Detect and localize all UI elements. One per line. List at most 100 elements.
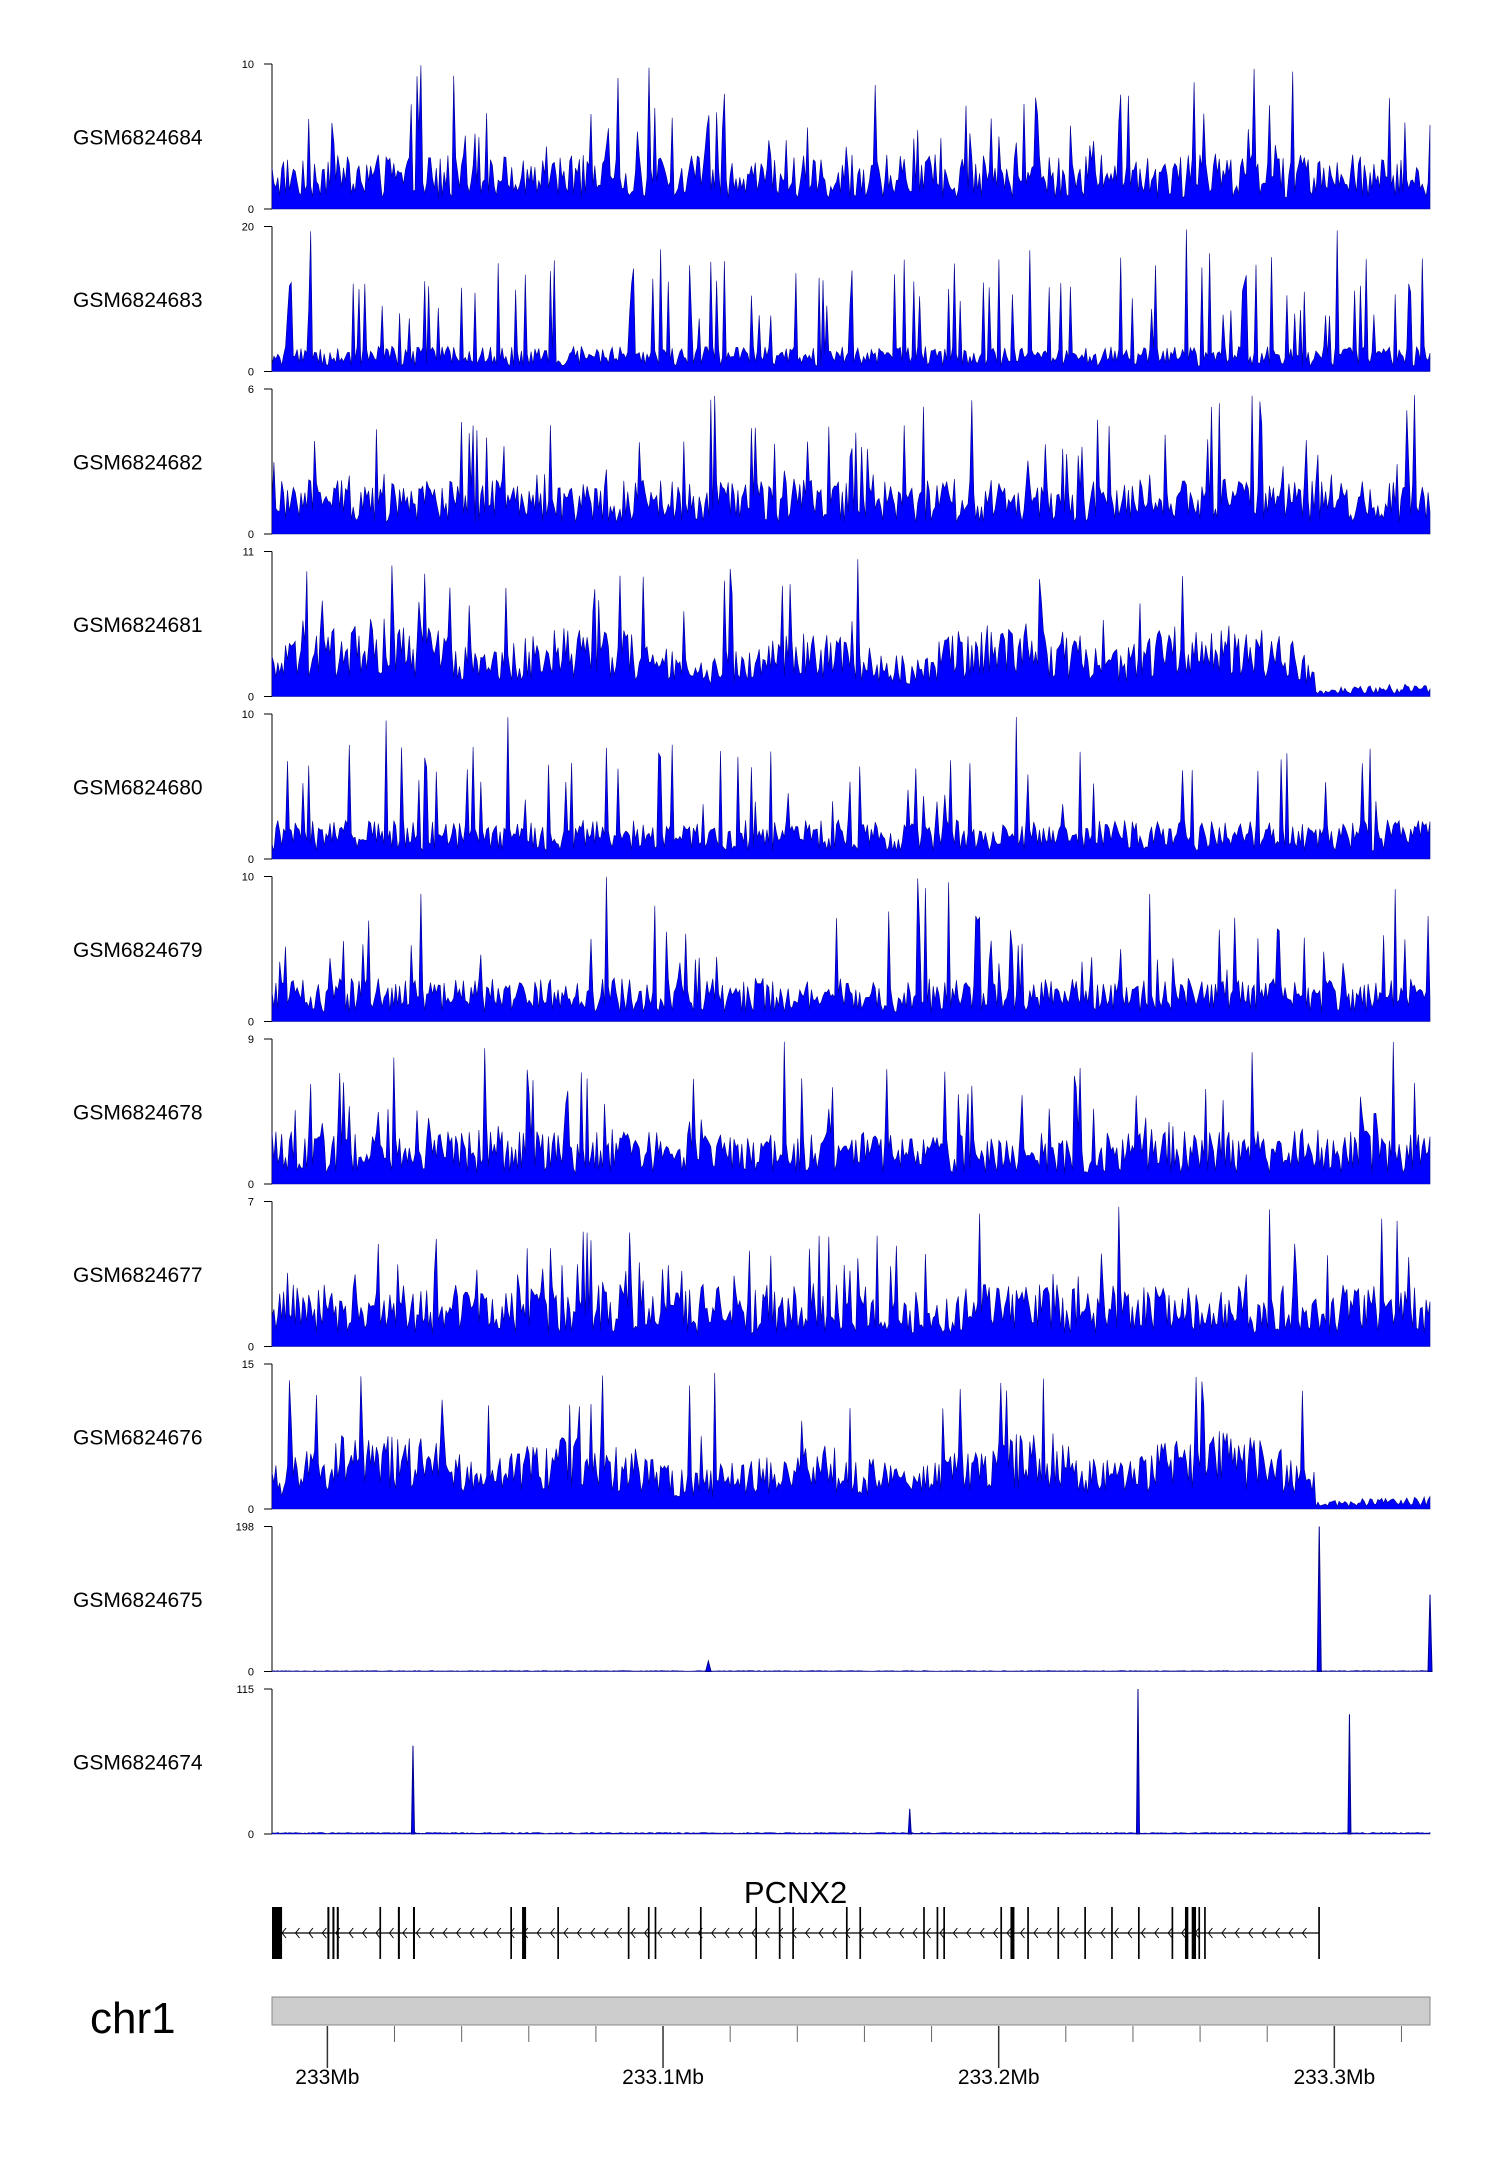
strand-arrow [442, 1927, 448, 1939]
y-max-label: 10 [242, 59, 254, 71]
strand-arrow [455, 1927, 461, 1939]
gene-exon [332, 1907, 335, 1959]
strand-arrow [751, 1927, 757, 1939]
track-GSM6824683: GSM6824683 20 0 [73, 222, 1431, 379]
genome-axis: 233Mb 233.1Mb 233.2Mb 233.3Mb [295, 2026, 1402, 2089]
strand-arrow [549, 1927, 555, 1939]
track-GSM6824679: GSM6824679 10 0 [73, 872, 1431, 1029]
strand-arrow [939, 1927, 945, 1939]
gene-exon [1084, 1907, 1086, 1959]
strand-arrow [818, 1927, 824, 1939]
signal-area [271, 1832, 1431, 1835]
strand-arrow [1261, 1927, 1267, 1939]
strand-arrow [590, 1927, 596, 1939]
strand-arrow [925, 1927, 931, 1939]
y-max-label: 15 [242, 1359, 254, 1371]
strand-arrow [1046, 1927, 1052, 1939]
gene-exon [1057, 1907, 1060, 1959]
gene-exon [627, 1907, 630, 1959]
gene-exon [557, 1907, 559, 1959]
gene-exon [510, 1907, 512, 1959]
strand-arrow [630, 1927, 636, 1939]
strand-arrow [361, 1927, 368, 1939]
strand-arrow [496, 1927, 502, 1939]
gene-exon [522, 1907, 527, 1959]
strand-arrow [1073, 1927, 1079, 1939]
strand-arrow [1006, 1927, 1012, 1939]
signal-area [271, 559, 1431, 697]
signal-area [271, 716, 1431, 860]
y-min-label: 0 [248, 854, 254, 866]
strand-arrow [1154, 1927, 1160, 1939]
strand-arrow [966, 1927, 972, 1939]
strand-arrow [912, 1927, 918, 1939]
strand-arrow [872, 1927, 878, 1939]
strand-arrow [1167, 1927, 1173, 1939]
gene-exon [397, 1907, 400, 1959]
gene-exon [1171, 1907, 1174, 1959]
y-min-label: 0 [248, 692, 254, 704]
strand-arrow [375, 1927, 381, 1939]
gene-exon [654, 1907, 657, 1959]
chromosome-label: chr1 [90, 1994, 176, 2043]
gene-exon [1137, 1907, 1140, 1959]
strand-arrow [348, 1927, 354, 1939]
signal-peak [1135, 1688, 1140, 1835]
strand-arrow [469, 1927, 475, 1939]
strand-arrow [1207, 1927, 1213, 1939]
strand-arrow [670, 1927, 676, 1939]
signal-peak [705, 1659, 712, 1672]
y-max-label: 9 [248, 1034, 254, 1046]
y-min-label: 0 [248, 1017, 254, 1029]
signal-peak [1427, 1594, 1433, 1672]
gene-exon [1318, 1907, 1320, 1959]
gene-exon [943, 1907, 945, 1959]
signal-area [271, 395, 1431, 535]
gene-exon [845, 1907, 848, 1959]
strand-arrow [1248, 1927, 1254, 1939]
track-GSM6824682: GSM6824682 6 0 [73, 384, 1431, 541]
strand-arrow [643, 1927, 649, 1939]
data-tracks: GSM6824684100GSM6824683200GSM682468260GS… [73, 59, 1433, 1841]
strand-arrow [482, 1927, 488, 1939]
gene-exon [1000, 1907, 1003, 1959]
y-min-label: 0 [248, 529, 254, 541]
gene-exon [1191, 1907, 1197, 1959]
track-GSM6824674: GSM6824674 115 0 [73, 1684, 1431, 1841]
strand-arrow [764, 1927, 770, 1939]
gene-exon [1204, 1907, 1206, 1959]
y-min-label: 0 [248, 1667, 254, 1679]
signal-area [271, 876, 1431, 1022]
strand-arrow [899, 1927, 905, 1939]
signal-area [271, 1372, 1431, 1510]
strand-arrow [1274, 1927, 1280, 1939]
gene-exon [1184, 1907, 1189, 1959]
gene-exon [336, 1907, 339, 1959]
gene-exon [272, 1907, 283, 1959]
gene-exon [647, 1907, 650, 1959]
strand-arrow [509, 1927, 515, 1939]
signal-peak [410, 1745, 415, 1835]
chromosome-ideogram: chr1 [90, 1994, 1431, 2043]
strand-arrow [1288, 1927, 1294, 1939]
signal-area [271, 1206, 1431, 1347]
signal-area [271, 1670, 1431, 1672]
signal-area [271, 65, 1431, 210]
gene-exon [327, 1907, 330, 1959]
y-min-label: 0 [248, 204, 254, 216]
track-label: GSM6824675 [73, 1589, 203, 1612]
signal-peak [1347, 1714, 1352, 1835]
gene-exon [1198, 1907, 1201, 1959]
strand-arrow [321, 1927, 327, 1939]
track-GSM6824680: GSM6824680 10 0 [73, 709, 1431, 866]
strand-arrow [858, 1927, 864, 1939]
strand-arrow [1113, 1927, 1119, 1939]
strand-arrow [845, 1927, 851, 1939]
gene-exon [1111, 1907, 1113, 1959]
track-label: GSM6824680 [73, 777, 203, 800]
track-label: GSM6824679 [73, 939, 203, 962]
y-min-label: 0 [248, 1829, 254, 1841]
gene-exon [792, 1907, 794, 1959]
strand-arrow [429, 1927, 435, 1939]
